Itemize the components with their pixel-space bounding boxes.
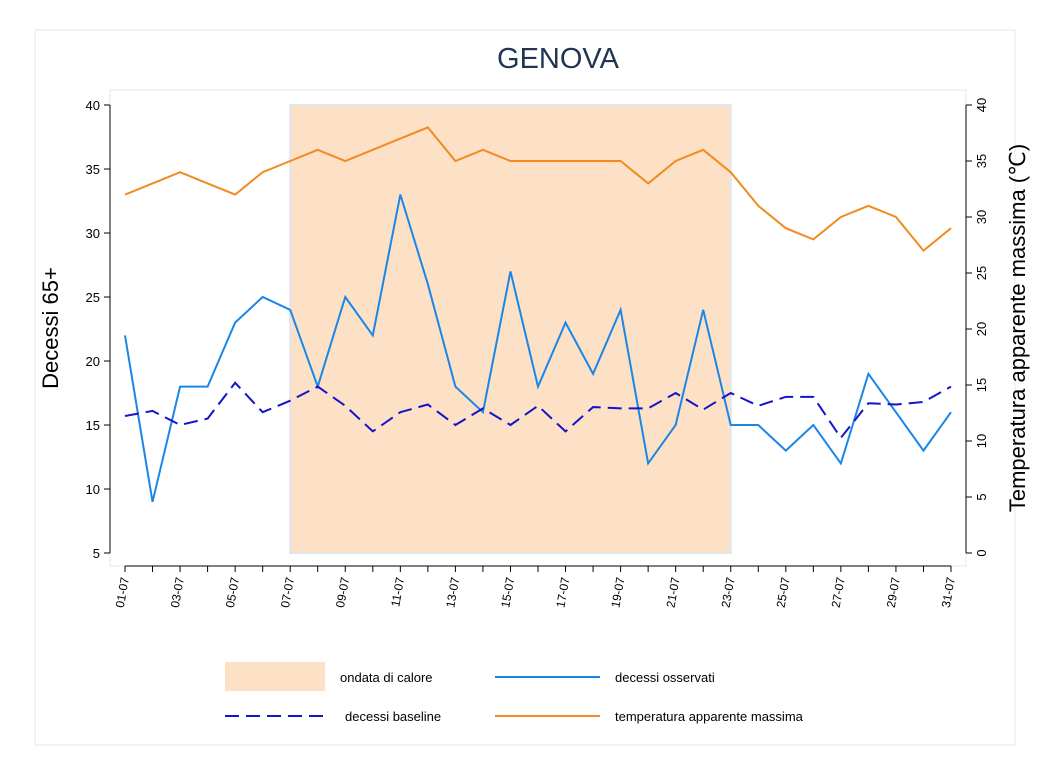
y2-tick-label: 40	[974, 98, 989, 112]
legend-label: decessi baseline	[345, 709, 441, 724]
y-tick-label: 15	[86, 418, 100, 433]
series-line	[124, 381, 952, 440]
y-tick-label: 40	[86, 98, 100, 113]
x-tick-label: 05-07	[223, 576, 242, 609]
y2-tick-label: 25	[974, 266, 989, 280]
y-axis-label: Decessi 65+	[38, 267, 63, 389]
chart-title: GENOVA	[497, 43, 620, 75]
y-tick-label: 35	[86, 162, 100, 177]
heatwave-band	[289, 104, 732, 554]
legend-label: ondata di calore	[340, 670, 433, 685]
legend-label: temperatura apparente massima	[615, 709, 804, 724]
y2-axis-label: Temperatura apparente massima (℃)	[1005, 144, 1030, 512]
x-tick-label: 21-07	[664, 576, 683, 609]
x-tick-label: 27-07	[829, 576, 848, 609]
x-tick-label: 11-07	[388, 576, 407, 608]
y-tick-label: 10	[86, 482, 100, 497]
x-tick-label: 19-07	[608, 576, 627, 609]
x-tick-label: 29-07	[884, 576, 903, 609]
y2-tick-label: 0	[974, 549, 989, 556]
x-tick-label: 23-07	[719, 576, 738, 609]
x-tick-label: 13-07	[443, 576, 462, 609]
x-tick-label: 01-07	[113, 576, 132, 609]
x-tick-label: 09-07	[333, 576, 352, 609]
y2-tick-label: 30	[974, 210, 989, 224]
y2-tick-label: 15	[974, 378, 989, 392]
x-tick-label: 03-07	[168, 576, 187, 609]
y-tick-label: 30	[86, 226, 100, 241]
legend-swatch	[225, 662, 325, 691]
y2-tick-label: 10	[974, 434, 989, 448]
y-tick-label: 25	[86, 290, 100, 305]
series-line	[124, 194, 952, 503]
x-tick-label: 07-07	[278, 576, 297, 609]
x-tick-label: 15-07	[498, 576, 517, 609]
series-line	[124, 126, 952, 253]
x-tick-label: 25-07	[774, 576, 793, 609]
x-tick-label: 17-07	[553, 576, 572, 609]
y2-tick-label: 5	[974, 493, 989, 500]
y2-tick-label: 20	[974, 322, 989, 336]
x-tick-label: 31-07	[939, 576, 958, 609]
y-tick-label: 20	[86, 354, 100, 369]
y2-tick-label: 35	[974, 154, 989, 168]
y-tick-label: 5	[93, 546, 100, 561]
legend-label: decessi osservati	[615, 670, 715, 685]
